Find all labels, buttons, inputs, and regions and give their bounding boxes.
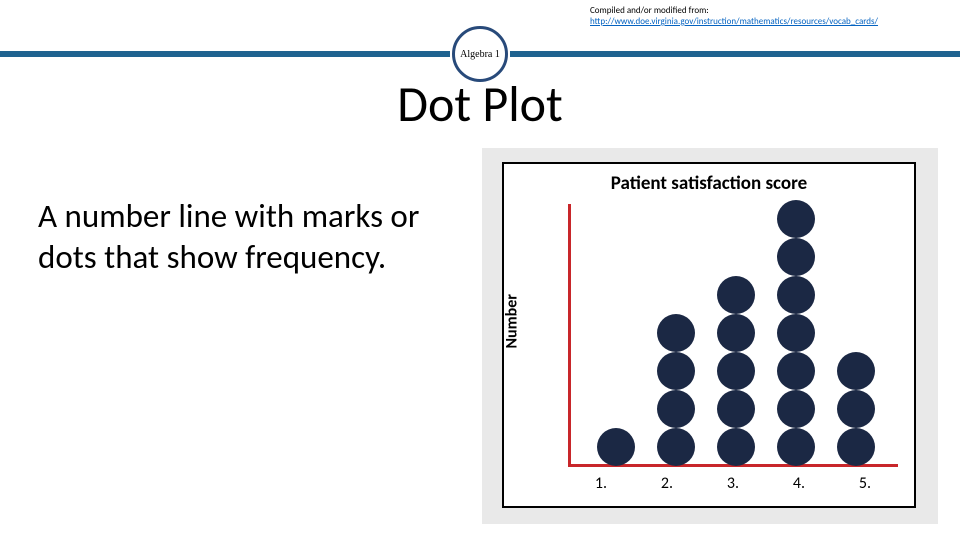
dot bbox=[717, 276, 755, 314]
dot bbox=[717, 314, 755, 352]
chart-title: Patient satisfaction score bbox=[504, 172, 914, 195]
dot bbox=[717, 352, 755, 390]
dot bbox=[777, 276, 815, 314]
dot bbox=[657, 390, 695, 428]
dot bbox=[777, 390, 815, 428]
dot bbox=[717, 428, 755, 466]
dot bbox=[657, 428, 695, 466]
dot bbox=[837, 428, 875, 466]
chart-y-label: Number bbox=[503, 294, 522, 348]
dot bbox=[837, 390, 875, 428]
dot bbox=[777, 238, 815, 276]
dot bbox=[777, 200, 815, 238]
dot bbox=[837, 352, 875, 390]
dot bbox=[657, 314, 695, 352]
x-tick-label: 2. bbox=[634, 474, 700, 493]
dot bbox=[657, 352, 695, 390]
chart-container: Patient satisfaction score Number 1.2.3.… bbox=[482, 148, 938, 524]
x-tick-label: 4. bbox=[766, 474, 832, 493]
slide-title: Dot Plot bbox=[0, 74, 960, 135]
chart-inner: Patient satisfaction score Number 1.2.3.… bbox=[502, 162, 916, 508]
dot bbox=[777, 314, 815, 352]
attribution-text: Compiled and/or modified from: bbox=[590, 5, 709, 16]
attribution-block: Compiled and/or modified from: http://ww… bbox=[590, 6, 878, 28]
rule-left bbox=[0, 51, 450, 57]
definition-text: A number line with marks or dots that sh… bbox=[38, 196, 438, 279]
dot bbox=[597, 428, 635, 466]
dots-area bbox=[568, 204, 898, 464]
rule-right bbox=[510, 51, 960, 57]
x-axis-labels: 1.2.3.4.5. bbox=[568, 474, 898, 493]
x-tick-label: 3. bbox=[700, 474, 766, 493]
dot bbox=[777, 352, 815, 390]
dot bbox=[777, 428, 815, 466]
x-tick-label: 1. bbox=[568, 474, 634, 493]
dot bbox=[717, 390, 755, 428]
x-tick-label: 5. bbox=[832, 474, 898, 493]
